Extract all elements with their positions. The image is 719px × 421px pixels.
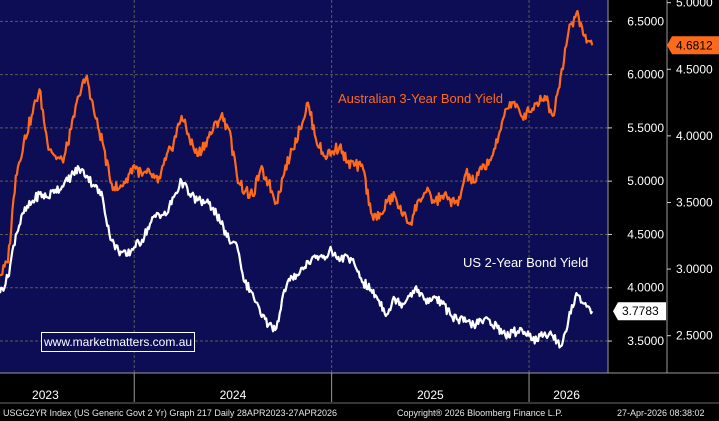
annotation-0: Australian 3-Year Bond Yield (338, 91, 503, 106)
last-value-tag-us: 3.7783 (613, 302, 666, 321)
right-tick-label: 2.5000 (676, 329, 713, 343)
x-tick-label-2023: 2023 (32, 388, 59, 402)
left-tick-label: 3.5000 (627, 334, 664, 348)
x-tick-label-2026: 2026 (553, 388, 580, 402)
x-tick-label-2025: 2025 (417, 388, 444, 402)
left-tick-label: 5.0000 (627, 174, 664, 188)
last-value-tag-bg (613, 302, 666, 321)
left-tick-label: 4.5000 (627, 227, 664, 241)
footer-right: 27-Apr-2026 08:38:02 (617, 408, 705, 418)
right-tick-label: 5.0000 (676, 0, 713, 10)
right-tick-label: 3.0000 (676, 262, 713, 276)
last-value-us: 3.7783 (622, 304, 659, 318)
left-tick-label: 5.5000 (627, 121, 664, 135)
right-tick-label: 3.5000 (676, 195, 713, 209)
right-tick-label: 4.5000 (676, 62, 713, 76)
annotation-1: US 2-Year Bond Yield (463, 255, 588, 270)
plot-background (0, 0, 608, 373)
series-line-1 (0, 165, 594, 349)
left-tick-label: 6.5000 (627, 14, 664, 28)
last-value-tag-aus: 4.6812 (667, 36, 719, 55)
right-tick-label: 4.0000 (676, 129, 713, 143)
series-line-0 (0, 9, 594, 277)
last-value-tag-bg (667, 36, 719, 55)
footer-left: USGG2YR Index (US Generic Govt 2 Yr) Gra… (3, 408, 337, 418)
left-tick-label: 6.0000 (627, 68, 664, 82)
footer-center: Copyright® 2026 Bloomberg Finance L.P. (397, 408, 563, 418)
left-tick-label: 4.0000 (627, 281, 664, 295)
watermark: www.marketmatters.com.au (41, 332, 196, 352)
last-value-aus: 4.6812 (676, 38, 713, 52)
x-tick-label-2024: 2024 (220, 388, 247, 402)
